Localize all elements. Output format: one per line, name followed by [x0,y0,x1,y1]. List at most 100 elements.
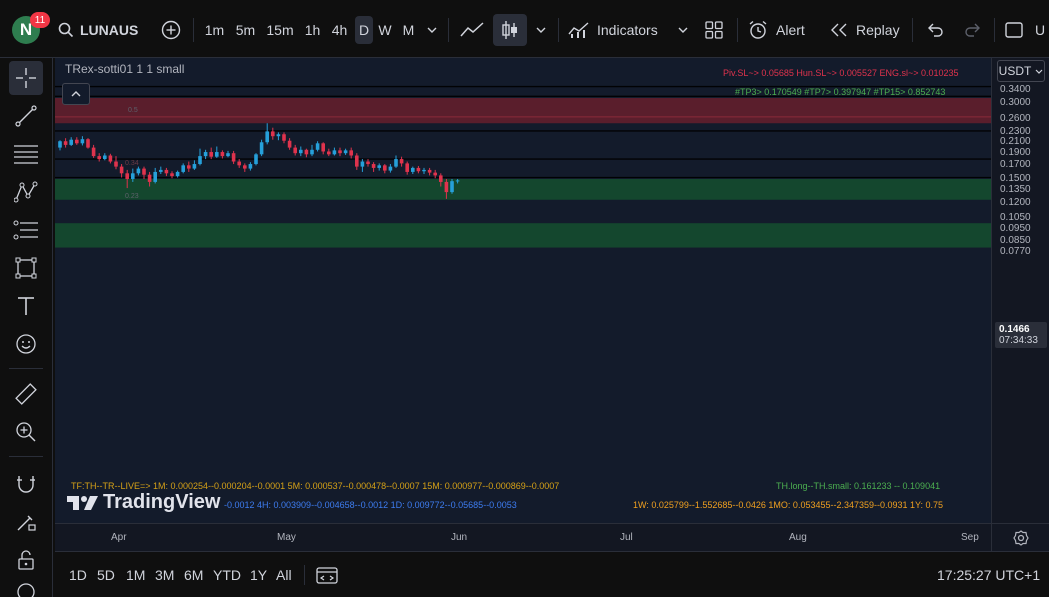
timeframe-1m[interactable]: 1m [204,22,225,38]
candle-body [394,159,398,167]
notification-badge: 11 [30,12,50,28]
currency-selector[interactable]: USDT [997,60,1045,82]
compare-symbol-button[interactable] [158,16,184,44]
time-scale[interactable]: Apr May Jun Jul Aug Sep [55,523,991,551]
symbol-search-button[interactable]: LUNAUSD [58,16,148,44]
indicators-button[interactable]: Indicators [568,16,666,44]
shapes-tool[interactable] [9,251,43,285]
time-label: May [277,532,296,543]
fullscreen-button[interactable] [1002,16,1026,44]
timeframe-dropdown[interactable] [423,16,441,44]
user-menu-button[interactable]: U [1035,16,1049,44]
tradingview-watermark: TradingView [67,491,225,514]
range-1y-button[interactable]: 1Y [250,567,268,583]
range-ytd-button[interactable]: YTD [213,567,241,583]
top-toolbar: N 11 LUNAUSD 1m 5m 15m 1h 4h D W M Indic… [0,0,1049,58]
rewind-icon [831,23,847,37]
redo-button[interactable] [960,16,986,44]
timeframe-m[interactable]: M [402,22,415,38]
price-scale[interactable]: USDT 0.3400 0.3000 0.2600 0.2300 0.2100 0.190… [991,58,1049,523]
tf-levels-line-1: TF:TH--TR--LIVE=> 1M: 0.000254--0.000204… [71,481,560,491]
range-5d-button[interactable]: 5D [97,567,115,583]
candle-body [159,169,163,172]
candle-body [114,161,118,167]
timeframe-15m[interactable]: 15m [266,22,294,38]
eye-icon [17,583,35,597]
candle-body [125,173,129,179]
measure-tool[interactable] [9,377,43,411]
range-1m-button[interactable]: 1M [126,567,146,583]
crosshair-tool[interactable] [9,61,43,95]
candlestick-chart[interactable] [55,58,991,523]
candle-body [192,164,197,169]
candle-body [254,154,258,165]
range-6m-button[interactable]: 6M [184,567,204,583]
price-tick-label: 0.2600 [1000,112,1031,124]
clock-timezone[interactable]: 17:25:27 UTC+1 [937,567,1041,583]
candle-body [310,149,314,155]
green-zone [55,178,991,200]
separator [9,456,43,457]
chart-type-line-button[interactable] [456,16,488,44]
magnet-tool[interactable] [9,467,43,501]
candle-body [131,173,135,179]
time-label: Jun [451,532,468,543]
zoom-in-tool[interactable] [9,415,43,449]
fib-lines-icon [14,145,38,164]
range-all-button[interactable]: All [276,567,292,583]
price-tick-label: 0.2100 [1000,136,1031,148]
chart-type-candles-button[interactable] [493,14,527,46]
chart-type-dropdown[interactable] [532,16,550,44]
range-1d-button[interactable]: 1D [69,567,87,583]
candle-body [203,152,208,157]
pattern-tool[interactable] [9,175,43,209]
trend-line-tool[interactable] [9,99,43,133]
indicator-title[interactable]: TRex-sotti01 1 1 small [65,62,185,76]
text-tool[interactable] [9,289,43,323]
hide-drawings-tool[interactable] [9,581,43,597]
crosshair-icon [16,68,36,88]
indicators-dropdown[interactable] [674,16,692,44]
separator [737,18,738,42]
candle-body [433,172,437,176]
collapse-legend-button[interactable] [62,83,90,105]
icons-tool[interactable] [9,327,43,361]
timeframe-5m[interactable]: 5m [235,22,256,38]
candle-body [97,156,101,160]
candle-body [248,164,253,169]
candle-body [181,165,185,172]
go-to-date-button[interactable] [315,564,339,586]
separator [558,18,559,42]
unlock-icon [18,550,34,570]
fib-retracement-tool[interactable] [9,137,43,171]
pencil-lock-icon [17,515,36,531]
range-3m-button[interactable]: 3M [155,567,175,583]
chart-pane[interactable]: TRex-sotti01 1 1 small Piv.SL~> 0.05685 … [55,58,991,523]
layout-button[interactable] [700,16,728,44]
timeframe-1h[interactable]: 1h [304,22,321,38]
candle-body [147,174,152,182]
separator [9,368,43,369]
forecast-icon [13,220,38,240]
timeframe-4h[interactable]: 4h [331,22,348,38]
timeframe-w[interactable]: W [378,22,392,38]
undo-button[interactable] [922,16,948,44]
candle-body [383,165,387,171]
candle-body [422,169,426,172]
alert-button[interactable]: Alert [748,16,814,44]
candle-body [455,180,460,182]
candle-body [231,153,236,162]
chart-settings-button[interactable] [1012,530,1030,546]
timeframe-d[interactable]: D [355,16,373,44]
prediction-tool[interactable] [9,213,43,247]
candle-body [349,150,353,156]
candle-body [75,139,79,144]
undo-icon [928,23,943,37]
replay-button[interactable]: Replay [830,16,902,44]
lock-drawings-tool[interactable] [9,543,43,577]
scale-settings [991,523,1049,551]
candle-body [153,171,157,182]
time-label: Apr [111,532,127,543]
stay-in-drawing-mode-tool[interactable] [9,505,43,539]
candle-body [405,163,409,172]
